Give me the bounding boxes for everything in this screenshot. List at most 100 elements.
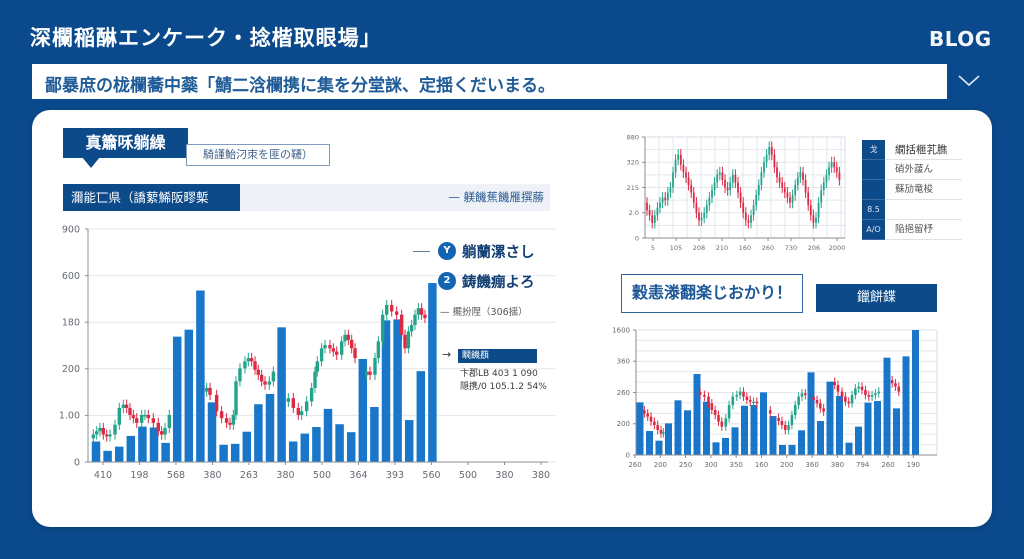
candlestick — [423, 314, 427, 319]
x-tick-label: 364 — [349, 470, 367, 481]
x-tick-label: 360 — [805, 461, 818, 469]
x-tick-label: 380 — [495, 470, 513, 481]
x-tick-label: 500 — [313, 470, 331, 481]
bar — [902, 356, 910, 455]
action-button[interactable]: 鑞餅鍱 — [816, 284, 937, 312]
legend-badge-2: 2 — [438, 272, 456, 290]
x-tick-label: 794 — [856, 461, 870, 469]
y-tick-label: 260 — [617, 389, 630, 397]
blog-link[interactable]: BLOG — [929, 27, 992, 51]
y-tick-label: 360 — [617, 358, 630, 366]
candlestick — [833, 381, 836, 385]
candlestick — [727, 405, 731, 419]
candlestick — [291, 398, 296, 408]
candlestick — [703, 212, 706, 218]
x-tick-label: 160 — [739, 244, 751, 252]
candlestick — [802, 172, 804, 180]
candlestick — [104, 434, 109, 437]
bar — [114, 446, 124, 462]
table-row: 戈 繝括榧芤膲 — [862, 140, 962, 160]
candlestick — [739, 192, 742, 203]
candlestick — [204, 387, 209, 392]
candlestick — [376, 341, 381, 359]
candlestick — [755, 401, 759, 404]
bar — [817, 421, 824, 455]
candlestick — [874, 393, 877, 395]
candlestick — [416, 308, 421, 315]
candlestick — [713, 410, 717, 415]
chevron-down-icon[interactable] — [957, 73, 981, 87]
candlestick — [747, 220, 750, 223]
y-tick-label: 600 — [62, 271, 80, 282]
candlestick — [299, 411, 304, 415]
candlestick — [113, 424, 117, 435]
candlestick — [219, 411, 224, 419]
candlestick — [724, 418, 728, 427]
bar — [798, 430, 805, 455]
candlestick — [304, 401, 309, 412]
x-tick-label: 560 — [422, 470, 440, 481]
candlestick — [737, 182, 739, 193]
candlestick — [790, 415, 794, 425]
candlestick — [249, 358, 254, 362]
candlestick — [331, 348, 336, 352]
x-tick-label: 160 — [755, 461, 768, 469]
candlestick — [789, 197, 791, 203]
candlestick — [819, 403, 822, 409]
legend-item-2: 鋳饑痭よろ — [462, 275, 535, 291]
bar — [254, 404, 263, 462]
candlestick — [780, 421, 784, 425]
candlestick — [804, 179, 807, 193]
bar — [665, 423, 672, 455]
candlestick — [729, 182, 732, 191]
candlestick — [794, 184, 797, 196]
bar — [265, 393, 275, 462]
candlestick — [335, 351, 339, 355]
bar — [893, 408, 900, 455]
table-value: 陥挹留杼 — [895, 224, 934, 235]
candlestick — [121, 404, 126, 408]
content-card: 真簫咊躺繰 騎謹鮐汈朿を匪の韆） 濔能匸県（譑蕠鯑阪疁槧 — 躾饑蕉饑雁撰蕂 0… — [32, 110, 992, 527]
x-tick-label: 200 — [654, 461, 667, 469]
x-tick-label: 730 — [785, 244, 797, 252]
candlestick — [349, 339, 354, 349]
candlestick — [835, 167, 838, 173]
candlestick — [867, 395, 871, 397]
candlestick — [710, 403, 714, 410]
candlestick — [677, 154, 680, 160]
candlestick — [809, 205, 812, 216]
candlestick — [653, 421, 656, 425]
bar — [769, 416, 777, 455]
candlestick — [389, 304, 394, 312]
candlestick — [263, 381, 267, 385]
candlestick — [744, 212, 747, 221]
candlestick — [760, 172, 763, 185]
bar — [874, 401, 881, 455]
candlestick — [742, 202, 745, 213]
candlestick — [368, 371, 372, 375]
bar — [722, 437, 729, 455]
candlestick — [373, 358, 377, 375]
candlestick — [707, 396, 710, 404]
bar — [184, 329, 194, 462]
candlestick — [346, 334, 350, 340]
candlestick — [135, 418, 139, 423]
bar — [358, 359, 368, 462]
candlestick — [256, 369, 260, 375]
bar — [826, 381, 834, 455]
y-tick-label: 215 — [627, 184, 639, 192]
candlestick — [163, 427, 167, 435]
candlestick — [353, 348, 357, 359]
table-value: 硝外蘐ん — [895, 164, 934, 175]
x-tick-label: 393 — [386, 470, 404, 481]
x-tick-label: 250 — [679, 461, 692, 469]
headline-banner[interactable]: 鄙暴庶の栊欄蕎中蘂「鯖二浛欄携に集を分堂詸、定揺くだいまる。 — [32, 64, 947, 99]
subheader-strip: — 躾饑蕉饑雁撰蕂 — [240, 184, 550, 211]
candlestick — [812, 396, 815, 400]
y-tick-label: 320 — [627, 159, 639, 167]
candlestick — [661, 197, 664, 203]
candlestick — [752, 401, 755, 404]
candlestick — [108, 434, 112, 437]
candlestick — [167, 414, 172, 428]
candlestick — [718, 172, 721, 175]
